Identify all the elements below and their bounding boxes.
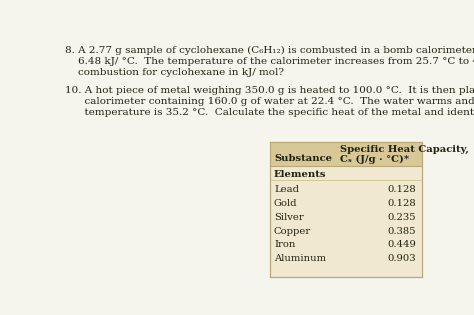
Text: Elements: Elements xyxy=(274,170,327,179)
Text: 0.128: 0.128 xyxy=(387,199,416,208)
Text: Iron: Iron xyxy=(274,240,295,249)
Text: 0.128: 0.128 xyxy=(387,185,416,194)
Text: Copper: Copper xyxy=(274,226,311,236)
Text: 0.235: 0.235 xyxy=(387,213,416,222)
Text: Specific Heat Capacity,: Specific Heat Capacity, xyxy=(340,145,469,154)
Text: 6.48 kJ/ °C.  The temperature of the calorimeter increases from 25.7 °C to 42.5 : 6.48 kJ/ °C. The temperature of the calo… xyxy=(65,57,474,66)
Text: 0.385: 0.385 xyxy=(387,226,416,236)
Text: Silver: Silver xyxy=(274,213,304,222)
Text: Lead: Lead xyxy=(274,185,299,194)
Text: calorimeter containing 160.0 g of water at 22.4 °C.  The water warms and the cop: calorimeter containing 160.0 g of water … xyxy=(65,97,474,106)
Text: 0.903: 0.903 xyxy=(387,254,416,263)
Bar xyxy=(270,142,422,277)
Text: combustion for cyclohexane in kJ/ mol?: combustion for cyclohexane in kJ/ mol? xyxy=(65,68,284,77)
Text: Gold: Gold xyxy=(274,199,297,208)
Bar xyxy=(270,142,422,166)
Text: Substance: Substance xyxy=(274,154,332,163)
Text: 10. A hot piece of metal weighing 350.0 g is heated to 100.0 °C.  It is then pla: 10. A hot piece of metal weighing 350.0 … xyxy=(65,86,474,95)
Text: 0.449: 0.449 xyxy=(387,240,416,249)
Text: Aluminum: Aluminum xyxy=(274,254,326,263)
Text: Cₛ (J/g · °C)*: Cₛ (J/g · °C)* xyxy=(340,155,409,164)
Text: 8. A 2.77 g sample of cyclohexane (C₆H₁₂) is combusted in a bomb calorimeter wit: 8. A 2.77 g sample of cyclohexane (C₆H₁₂… xyxy=(65,46,474,55)
Text: temperature is 35.2 °C.  Calculate the specific heat of the metal and identify t: temperature is 35.2 °C. Calculate the sp… xyxy=(65,108,474,117)
